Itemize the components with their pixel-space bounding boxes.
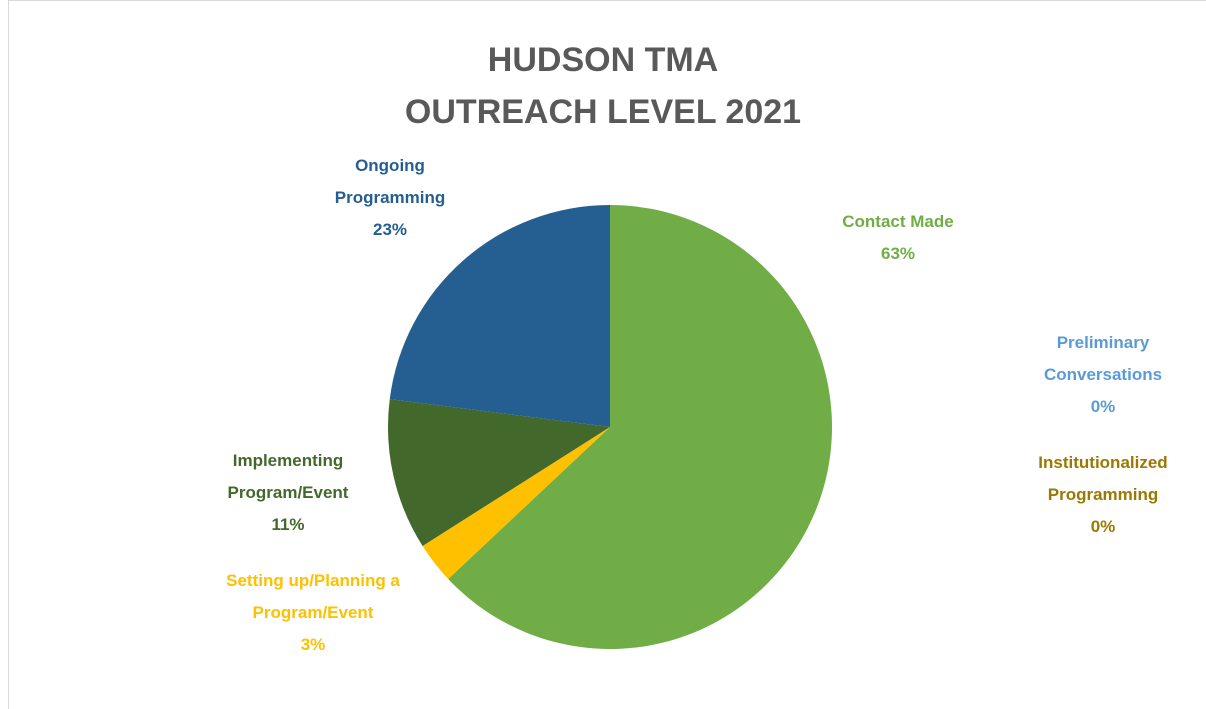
slice-percent: 0%: [1090, 397, 1116, 416]
slice-label: Setting up/Planning a Program/Event 3%: [208, 565, 418, 661]
slice-name: Implementing Program/Event: [227, 451, 349, 502]
pie-slice: [389, 205, 610, 427]
slice-label: Ongoing Programming 23%: [320, 150, 460, 246]
chart-title: HUDSON TMA OUTREACH LEVEL 2021: [404, 41, 802, 131]
slice-name: Setting up/Planning a Program/Event: [226, 571, 400, 622]
slice-name: Ongoing Programming: [334, 156, 446, 207]
pie-slice: [422, 427, 610, 579]
pie-slice: [388, 399, 610, 546]
slice-label: Implementing Program/Event 11%: [208, 445, 368, 541]
chart-frame: [8, 0, 1206, 709]
slice-percent: 63%: [880, 244, 916, 263]
slice-name: Contact Made: [842, 212, 954, 231]
pie-slice: [448, 205, 832, 650]
slice-percent: 11%: [271, 515, 305, 534]
slice-label: Institutionalized Programming 0%: [1016, 447, 1191, 543]
slice-name: Institutionalized Programming: [1038, 453, 1168, 504]
slice-percent: 0%: [1090, 517, 1116, 536]
slice-name: Preliminary Conversations: [1043, 333, 1163, 384]
slice-label: Preliminary Conversations 0%: [1023, 327, 1183, 423]
slice-percent: 23%: [372, 220, 408, 239]
slice-percent: 3%: [300, 635, 326, 654]
slice-label: Contact Made 63%: [788, 206, 1008, 270]
